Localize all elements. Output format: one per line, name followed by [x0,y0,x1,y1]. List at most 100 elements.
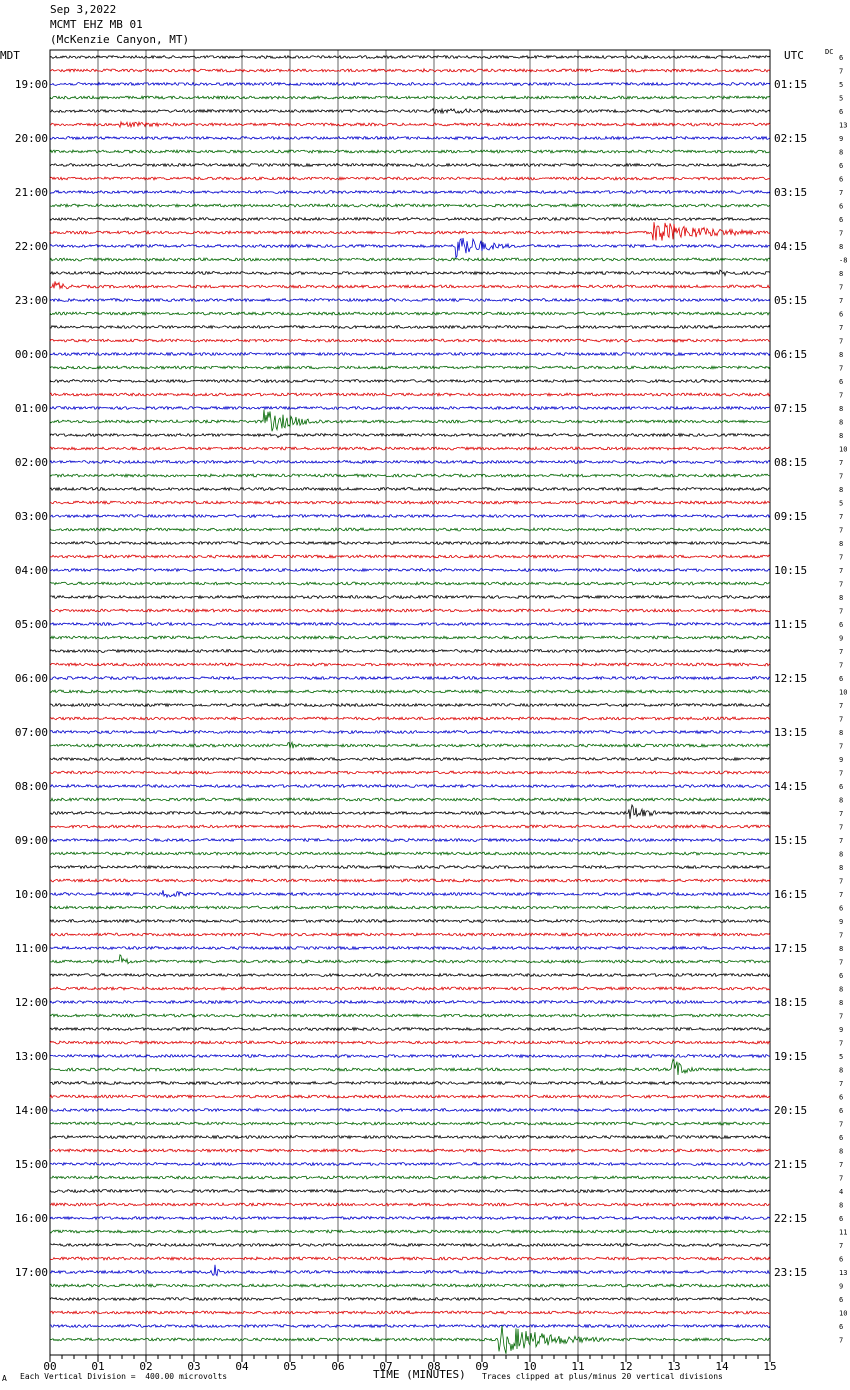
seismic-trace [49,1012,771,1018]
dc-offset-values: 6 7 5 5 6 13 9 8 6 6 7 6 6 7 8 -8 8 7 7 6 7 7 8 7 6 7 8 8 8 10 7 7 8 5 7 7 8… [839,54,847,1345]
right-hour-label: 03:15 [774,186,807,199]
left-hour-labels: 19:00 20:00 21:00 22:00 23:00 00:00 01:00 02:00… [15,78,48,1279]
dc-offset-value: 6 [839,203,843,211]
x-tick-label: 15 [763,1360,776,1373]
x-tick-label: 09 [475,1360,488,1373]
left-hour-label: 07:00 [15,726,48,739]
right-timezone-label: UTC [784,49,804,62]
dc-offset-value: 8 [839,351,843,359]
dc-offset-value: 7 [839,878,843,886]
seismic-trace [49,608,771,613]
dc-offset-value: 8 [839,594,843,602]
dc-offset-value: 6 [839,216,843,224]
dc-offset-value: 8 [839,270,843,278]
dc-offset-value: 5 [839,500,843,508]
right-hour-label: 02:15 [774,132,807,145]
seismic-trace [49,432,771,439]
dc-offset-value: 6 [839,1215,843,1223]
dc-offset-value: 11 [839,1229,847,1237]
left-hour-label: 01:00 [15,402,48,415]
dc-offset-value: 5 [839,81,843,89]
dc-offset-value: 7 [839,581,843,589]
seismic-trace [49,1296,771,1302]
right-hour-label: 05:15 [774,294,807,307]
dc-offset-value: 9 [839,1283,843,1291]
dc-offset-value: 7 [839,1121,843,1129]
dc-offset-value: 6 [839,621,843,629]
seismic-trace [49,770,770,775]
seismic-trace [49,1079,771,1086]
seismic-trace [49,945,771,951]
right-hour-label: 17:15 [774,942,807,955]
seismic-trace [49,648,771,654]
seismic-trace [49,1323,771,1329]
dc-offset-value: 8 [839,864,843,872]
seismic-trace [49,1094,771,1100]
seismic-trace [49,107,771,115]
seismic-trace [49,269,771,277]
seismic-trace [49,554,771,559]
dc-offset-value: 7 [839,1337,843,1345]
right-hour-label: 09:15 [774,510,807,523]
right-hour-label: 14:15 [774,780,807,793]
right-hour-label: 04:15 [774,240,807,253]
dc-offset-value: 7 [839,230,843,238]
dc-offset-value: 8 [839,797,843,805]
seismic-trace [49,621,771,627]
left-hour-label: 12:00 [15,996,48,1009]
right-hour-label: 07:15 [774,402,807,415]
seismic-trace [49,338,771,343]
dc-offset-value: 8 [839,1148,843,1156]
left-hour-label: 13:00 [15,1050,48,1063]
seismic-trace [49,281,771,290]
dc-offset-value: 8 [839,432,843,440]
dc-offset-value: 7 [839,662,843,670]
dc-offset-value: 7 [839,554,843,562]
dc-offset-value: 6 [839,675,843,683]
dc-offset-value: 7 [839,68,843,76]
clip-note: Traces clipped at plus/minus 20 vertical… [482,1372,723,1381]
right-hour-label: 15:15 [774,834,807,847]
dc-offset-value: 6 [839,108,843,116]
right-hour-label: 21:15 [774,1158,807,1171]
right-hour-label: 19:15 [774,1050,807,1063]
right-hour-label: 12:15 [774,672,807,685]
left-hour-label: 20:00 [15,132,48,145]
dc-offset-value: 7 [839,324,843,332]
dc-offset-value: 6 [839,54,843,62]
right-hour-label: 20:15 [774,1104,807,1117]
seismic-trace [49,1058,771,1076]
dc-offset-value: 7 [839,1040,843,1048]
dc-offset-value: 8 [839,729,843,737]
left-hour-label: 05:00 [15,618,48,631]
seismic-trace [49,1310,771,1315]
dc-offset-value: 7 [839,527,843,535]
seismic-trace [49,540,771,546]
x-tick-label: 03 [187,1360,200,1373]
dc-offset-value: -8 [839,257,847,265]
seismic-trace [49,148,771,154]
seismic-trace [49,67,771,73]
seismic-trace [49,803,771,819]
x-tick-label: 06 [331,1360,344,1373]
seismic-trace [49,675,771,681]
dc-offset-value: 7 [839,702,843,710]
dc-offset-value: 6 [839,972,843,980]
seismic-trace [49,378,771,384]
dc-offset-value: 7 [839,837,843,845]
seismic-trace [49,797,771,802]
dc-offset-value: 5 [839,1053,843,1061]
dc-offset-value: 7 [839,743,843,751]
left-hour-label: 19:00 [15,78,48,91]
dc-offset-value: 7 [839,473,843,481]
left-hour-label: 00:00 [15,348,48,361]
seismic-trace [49,594,771,600]
seismic-trace [49,1161,771,1167]
seismic-trace [49,237,771,260]
dc-offset-value: 7 [839,297,843,305]
seismic-trace [49,459,771,465]
seismic-trace [49,1229,771,1234]
seismic-trace [49,972,771,978]
seismic-trace [49,756,771,762]
seismic-trace [50,1242,771,1248]
